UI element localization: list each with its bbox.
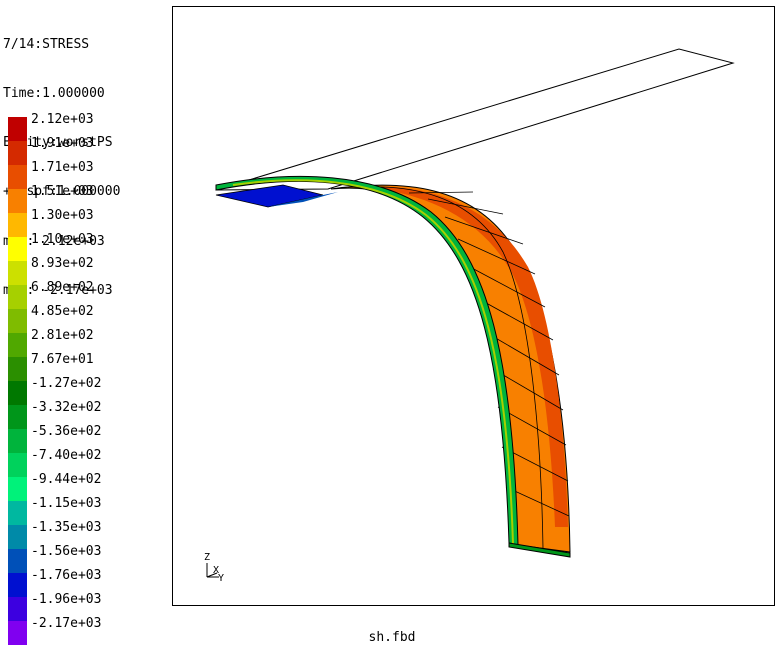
legend-swatch bbox=[8, 261, 27, 285]
legend-label: 2.81e+02 bbox=[31, 328, 94, 343]
legend-swatch bbox=[8, 429, 27, 453]
legend-swatch bbox=[8, 573, 27, 597]
legend-swatch bbox=[8, 285, 27, 309]
legend-row: -1.56e+03 bbox=[8, 545, 138, 573]
legend-swatch bbox=[8, 117, 27, 141]
legend-label: -9.44e+02 bbox=[31, 472, 102, 487]
legend-row: -5.36e+02 bbox=[8, 425, 138, 453]
legend-label: -5.36e+02 bbox=[31, 424, 102, 439]
legend-row: 1.51e+03 bbox=[8, 185, 138, 213]
legend-swatch bbox=[8, 189, 27, 213]
entity-label: Entity:worstPS bbox=[3, 135, 113, 151]
undeformed-outline bbox=[215, 48, 735, 191]
legend-label: -1.56e+03 bbox=[31, 544, 102, 559]
legend-label: 4.85e+02 bbox=[31, 304, 94, 319]
legend-label: 8.93e+02 bbox=[31, 256, 94, 271]
legend-row: -1.76e+03 bbox=[8, 569, 138, 597]
axis-z-label: Z bbox=[204, 552, 210, 563]
legend-row: -2.17e+03 bbox=[8, 617, 138, 645]
legend-label: -1.27e+02 bbox=[31, 376, 102, 391]
legend-row: 1.71e+03 bbox=[8, 161, 138, 189]
legend-swatch bbox=[8, 381, 27, 405]
legend-label: 1.91e+03 bbox=[31, 136, 94, 151]
legend-swatch bbox=[8, 621, 27, 645]
legend-swatch bbox=[8, 405, 27, 429]
axis-y-label: Y bbox=[218, 573, 224, 583]
time-label: Time:1.000000 bbox=[3, 86, 105, 102]
legend-swatch bbox=[8, 309, 27, 333]
blue-stress-region bbox=[215, 184, 324, 208]
legend-label: 6.89e+02 bbox=[31, 280, 94, 295]
legend-swatch bbox=[8, 333, 27, 357]
blue-stress-region-2 bbox=[268, 192, 338, 207]
legend-label: 1.30e+03 bbox=[31, 208, 94, 223]
legend-swatch bbox=[8, 357, 27, 381]
legend-row: 2.12e+03 bbox=[8, 113, 138, 141]
axis-x-label: X bbox=[213, 565, 219, 576]
legend-row: 7.67e+01 bbox=[8, 353, 138, 381]
dispf-label: +Dispf:1.000000 bbox=[3, 184, 121, 200]
legend-row: -1.15e+03 bbox=[8, 497, 138, 525]
legend-swatch bbox=[8, 237, 27, 261]
legend-swatch bbox=[8, 141, 27, 165]
legend-row: -9.44e+02 bbox=[8, 473, 138, 501]
legend-label: -7.40e+02 bbox=[31, 448, 102, 463]
legend-label: -3.32e+02 bbox=[31, 400, 102, 415]
legend-row: -3.32e+02 bbox=[8, 401, 138, 429]
legend-swatch bbox=[8, 477, 27, 501]
legend-row: 1.10e+03 bbox=[8, 233, 138, 261]
filename-label: sh.fbd bbox=[368, 630, 416, 645]
shell-tip-end bbox=[508, 542, 571, 558]
legend-swatch bbox=[8, 213, 27, 237]
legend-swatch bbox=[8, 549, 27, 573]
legend-swatch bbox=[8, 453, 27, 477]
legend-label: -2.17e+03 bbox=[31, 616, 102, 631]
shell-outer-band bbox=[363, 186, 568, 528]
model-viewport[interactable]: Z X Y bbox=[172, 6, 775, 606]
legend-swatch bbox=[8, 597, 27, 621]
step-label: 7/14:STRESS bbox=[3, 36, 90, 52]
legend-label: -1.35e+03 bbox=[31, 520, 102, 535]
legend-label: -1.15e+03 bbox=[31, 496, 102, 511]
legend-row: -7.40e+02 bbox=[8, 449, 138, 477]
legend-label: 2.12e+03 bbox=[31, 112, 94, 127]
legend-label: -1.76e+03 bbox=[31, 568, 102, 583]
legend-swatch bbox=[8, 525, 27, 549]
legend-row: 8.93e+02 bbox=[8, 257, 138, 285]
legend-label: -1.96e+03 bbox=[31, 592, 102, 607]
color-legend: 2.12e+03 1.91e+03 1.71e+03 1.51e+03 1.30e+03… bbox=[8, 113, 138, 645]
model-view bbox=[215, 48, 735, 558]
legend-row: 6.89e+02 bbox=[8, 281, 138, 309]
legend-row: -1.96e+03 bbox=[8, 593, 138, 621]
legend-swatch bbox=[8, 165, 27, 189]
legend-row: -1.27e+02 bbox=[8, 377, 138, 405]
legend-row: -1.35e+03 bbox=[8, 521, 138, 549]
legend-label: 1.10e+03 bbox=[31, 232, 94, 247]
legend-row: 1.30e+03 bbox=[8, 209, 138, 237]
legend-label: 7.67e+01 bbox=[31, 352, 94, 367]
legend-row: 1.91e+03 bbox=[8, 137, 138, 165]
legend-label: 1.51e+03 bbox=[31, 184, 94, 199]
legend-row: 2.81e+02 bbox=[8, 329, 138, 357]
shell-mesh bbox=[347, 186, 570, 549]
shell-inner-edge-highlight bbox=[232, 179, 514, 545]
axis-triad: Z X Y bbox=[204, 552, 224, 583]
legend-swatch bbox=[8, 501, 27, 525]
legend-row: 4.85e+02 bbox=[8, 305, 138, 333]
legend-label: 1.71e+03 bbox=[31, 160, 94, 175]
